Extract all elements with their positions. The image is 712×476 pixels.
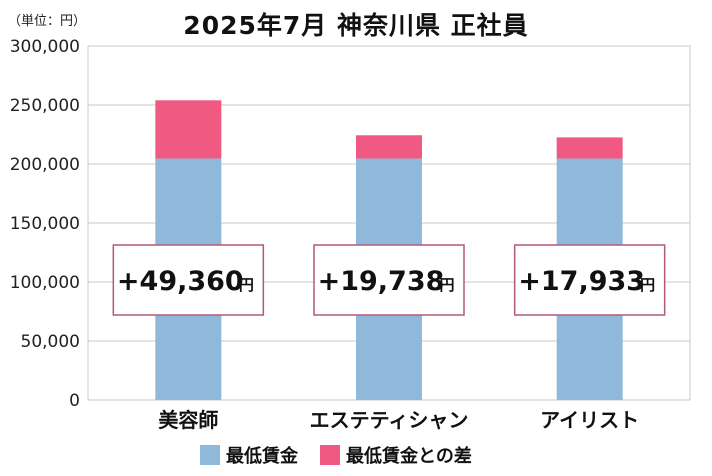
y-tick-label: 0: [69, 391, 80, 411]
y-tick-label: 100,000: [10, 273, 80, 293]
y-tick-label: 200,000: [10, 155, 80, 175]
bar-diff: [155, 100, 222, 159]
unit-label: （単位：円）: [8, 14, 87, 29]
y-tick-label: 50,000: [21, 332, 80, 352]
diff-annotation-box: [313, 244, 465, 316]
y-tick-label: 250,000: [10, 96, 80, 116]
legend-label-base: 最低賃金: [226, 446, 298, 467]
legend-item-base: 最低賃金: [200, 442, 298, 468]
diff-annotation-unit: 円: [439, 276, 454, 294]
bar-diff: [356, 135, 422, 159]
y-tick-label: 150,000: [10, 214, 80, 234]
chart-title: 2025年7月 神奈川県 正社員: [183, 11, 529, 40]
diff-annotation-box: [513, 244, 666, 316]
diff-annotation-unit: 円: [640, 276, 655, 294]
legend-label-diff: 最低賃金との差: [346, 446, 472, 467]
y-tick-label: 300,000: [10, 37, 80, 57]
diff-annotation-unit: 円: [239, 276, 254, 294]
x-tick-label: アイリスト: [540, 408, 639, 432]
legend-swatch-base: [200, 445, 220, 465]
diff-annotation-box: [112, 244, 265, 316]
legend-item-diff: 最低賃金との差: [320, 442, 472, 468]
diff-annotation-value: +19,738: [318, 266, 445, 297]
x-tick-label: エステティシャン: [310, 408, 469, 432]
diff-annotation-value: +49,360: [117, 266, 244, 297]
diff-annotation-value: +17,933: [518, 266, 645, 297]
x-tick-label: 美容師: [158, 408, 218, 432]
legend-swatch-diff: [320, 445, 340, 465]
legend: 最低賃金 最低賃金との差: [200, 442, 494, 468]
bar-diff: [556, 137, 623, 159]
